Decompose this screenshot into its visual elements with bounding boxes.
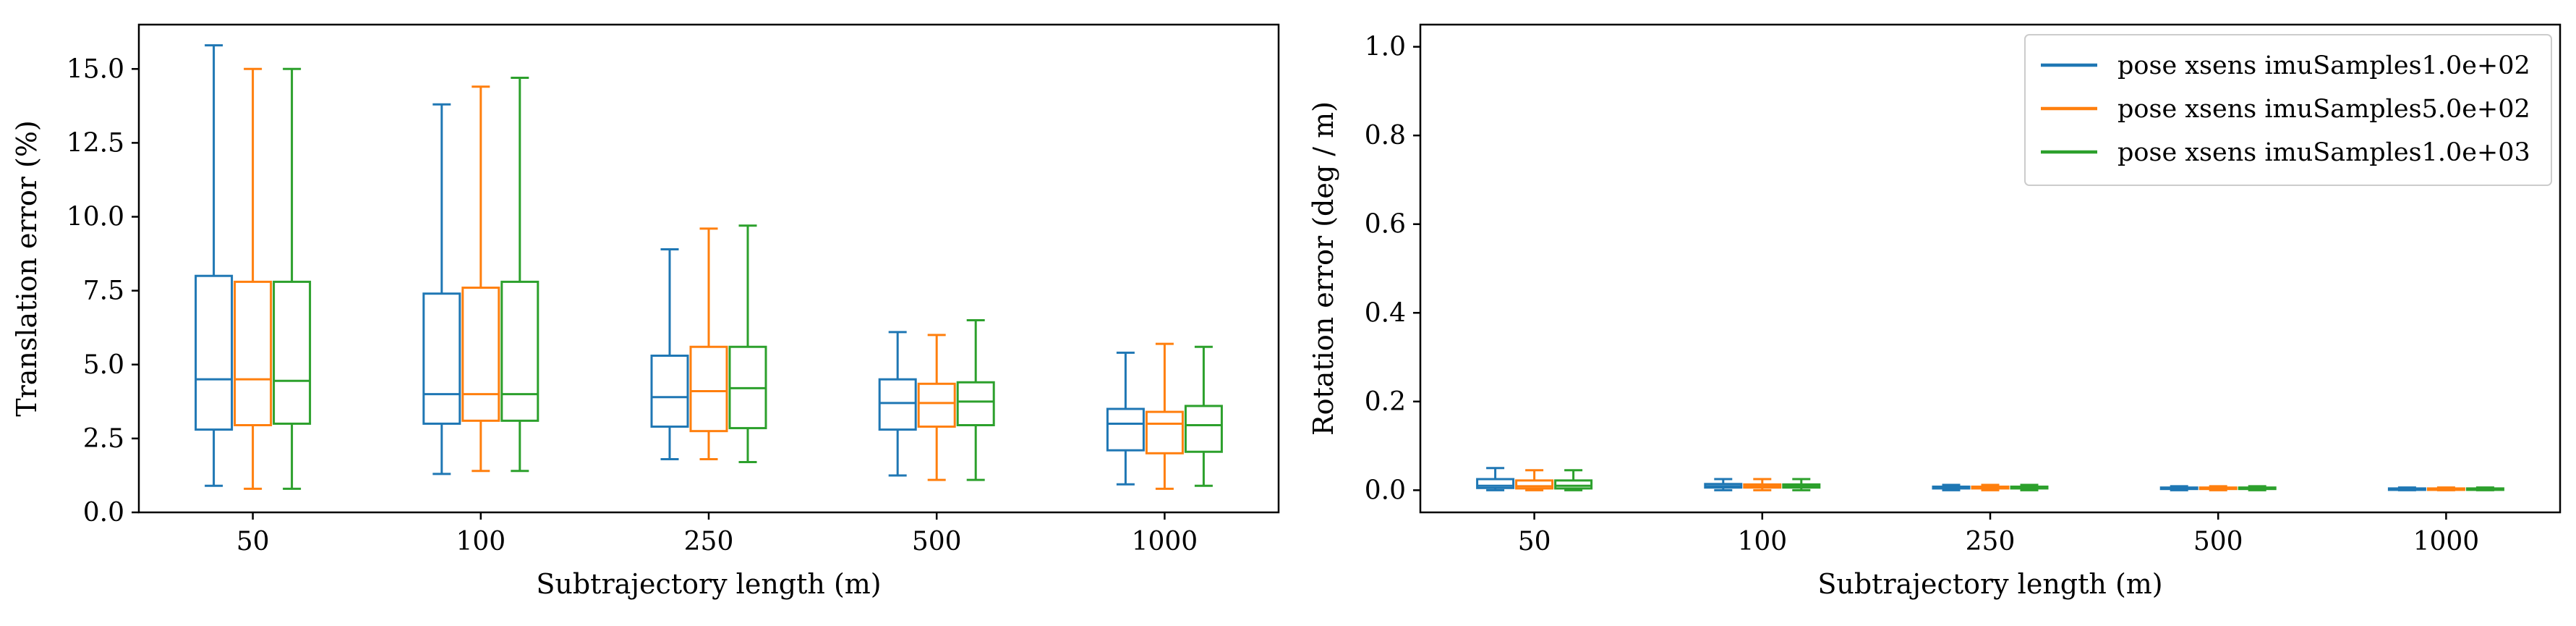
x-tick-label-50: 50 bbox=[236, 527, 270, 557]
iqr-box bbox=[878, 378, 917, 431]
iqr-box bbox=[195, 274, 234, 431]
box-2-1000 bbox=[1145, 342, 1184, 490]
box-3-250 bbox=[728, 224, 767, 464]
box-1-50 bbox=[195, 44, 234, 487]
iqr-box bbox=[461, 287, 500, 422]
iqr-box bbox=[650, 355, 689, 428]
x-tick-label-1000: 1000 bbox=[1132, 527, 1198, 557]
box-2-50 bbox=[234, 67, 273, 490]
x-tick-label-250: 250 bbox=[1966, 527, 2016, 557]
iqr-box bbox=[1106, 407, 1145, 452]
y-tick-label: 0.0 bbox=[1365, 475, 1406, 505]
box-3-50 bbox=[1554, 469, 1593, 491]
box-1-500 bbox=[2159, 485, 2198, 491]
y-tick-label: 2.5 bbox=[83, 424, 124, 454]
legend-label-2: pose xsens imuSamples5.0e+02 bbox=[2117, 95, 2530, 124]
y-axis-label: Rotation error (deg / m) bbox=[1308, 101, 1339, 436]
iqr-box bbox=[273, 280, 312, 425]
y-tick-label: 0.0 bbox=[83, 498, 124, 528]
y-tick-label: 10.0 bbox=[67, 203, 124, 232]
x-tick-label-100: 100 bbox=[1737, 527, 1787, 557]
y-axis-label: Translation error (%) bbox=[11, 120, 43, 417]
iqr-box bbox=[1554, 479, 1593, 490]
legend-box bbox=[2024, 34, 2552, 186]
box-1-250 bbox=[650, 248, 689, 460]
legend: pose xsens imuSamples1.0e+02 pose xsens i… bbox=[2024, 34, 2552, 186]
y-tick-label: 0.4 bbox=[1365, 298, 1406, 328]
box-3-1000 bbox=[1184, 345, 1223, 487]
box-2-250 bbox=[1971, 483, 2010, 491]
box-2-50 bbox=[1515, 469, 1554, 491]
box-1-100 bbox=[422, 103, 461, 475]
x-tick-label-100: 100 bbox=[456, 527, 506, 557]
box-2-100 bbox=[461, 85, 500, 473]
box-1-100 bbox=[1704, 478, 1743, 491]
iqr-box bbox=[1515, 479, 1554, 490]
x-axis-label: Subtrajectory length (m) bbox=[536, 568, 881, 600]
box-1-50 bbox=[1476, 467, 1515, 491]
iqr-box bbox=[422, 292, 461, 425]
box-1-500 bbox=[878, 331, 917, 477]
x-tick-label-250: 250 bbox=[684, 527, 734, 557]
x-axis-label: Subtrajectory length (m) bbox=[1817, 568, 2162, 600]
translation-error-panel: 50 100 250 500 1000 0.0 2.5 5.0 7.5 10.0 12.5 15.0 S… bbox=[11, 23, 1280, 600]
box-1-250 bbox=[1932, 483, 1971, 491]
iqr-box bbox=[1184, 405, 1223, 453]
iqr-box bbox=[1145, 410, 1184, 454]
y-tick-label: 0.2 bbox=[1365, 387, 1406, 417]
y-tick-label: 7.5 bbox=[83, 276, 124, 306]
box-2-500 bbox=[2198, 485, 2238, 491]
legend-label-3: pose xsens imuSamples1.0e+03 bbox=[2117, 138, 2530, 167]
iqr-box bbox=[1476, 478, 1515, 489]
iqr-box bbox=[689, 345, 728, 433]
y-tick-label: 1.0 bbox=[1365, 33, 1406, 62]
box-2-250 bbox=[689, 227, 728, 460]
x-tick-label-500: 500 bbox=[2193, 527, 2243, 557]
x-tick-label-500: 500 bbox=[912, 527, 962, 557]
legend-label-1: pose xsens imuSamples1.0e+02 bbox=[2117, 51, 2530, 80]
box-2-1000 bbox=[2426, 486, 2465, 491]
y-tick-label: 15.0 bbox=[67, 54, 124, 84]
box-3-100 bbox=[500, 77, 539, 473]
y-tick-label: 5.0 bbox=[83, 350, 124, 380]
box-1-1000 bbox=[1106, 351, 1145, 486]
y-tick-label: 0.8 bbox=[1365, 121, 1406, 151]
iqr-box bbox=[917, 382, 956, 428]
rotation-error-panel: 50 100 250 500 1000 0.0 0.2 0.4 0.6 0.8 1.0 Subtraj… bbox=[1308, 23, 2562, 600]
box-3-500 bbox=[956, 318, 995, 481]
box-2-500 bbox=[917, 334, 956, 481]
y-tick-label: 12.5 bbox=[67, 128, 124, 158]
box-3-500 bbox=[2238, 485, 2277, 491]
x-tick-label-1000: 1000 bbox=[2413, 527, 2480, 557]
x-tick-label-50: 50 bbox=[1518, 527, 1551, 557]
box-3-50 bbox=[273, 67, 312, 490]
y-tick-label: 0.6 bbox=[1365, 210, 1406, 240]
box-3-100 bbox=[1782, 478, 1821, 491]
box-1-1000 bbox=[2387, 486, 2426, 491]
iqr-box bbox=[234, 280, 273, 426]
box-3-250 bbox=[2010, 483, 2049, 491]
box-2-100 bbox=[1743, 478, 1782, 491]
iqr-box bbox=[500, 280, 539, 422]
box-3-1000 bbox=[2465, 486, 2504, 491]
iqr-box bbox=[956, 381, 995, 426]
